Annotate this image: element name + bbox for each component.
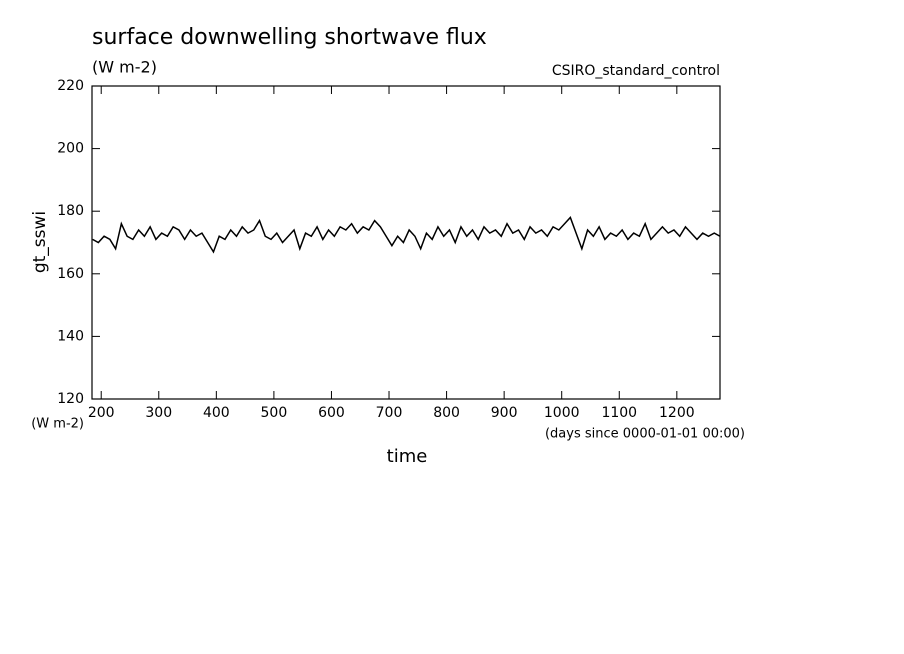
y-tick-label: 160	[57, 266, 84, 282]
x-tick-label: 800	[433, 405, 460, 421]
x-tick-label: 700	[376, 405, 403, 421]
x-tick-label: 1000	[544, 405, 580, 421]
x-tick-label: 600	[318, 405, 345, 421]
data-line	[92, 216, 721, 254]
x-tick-label: 900	[491, 405, 518, 421]
annotation: CSIRO_standard_control	[552, 63, 720, 79]
chart-subtitle: (W m-2)	[92, 58, 157, 77]
x-units: (days since 0000-01-01 00:00)	[545, 427, 745, 442]
x-tick-label: 500	[261, 405, 288, 421]
y-axis-label: gt_sswi	[30, 211, 50, 273]
y-tick-label: 220	[57, 78, 84, 94]
y-tick-label: 200	[57, 141, 84, 157]
x-tick-label: 200	[88, 405, 115, 421]
y-tick-label: 120	[57, 391, 84, 407]
x-axis-label: time	[387, 446, 428, 467]
plot-frame	[91, 85, 721, 400]
x-tick-label: 1100	[601, 405, 637, 421]
x-tick-label: 1200	[659, 405, 695, 421]
x-tick-label: 400	[203, 405, 230, 421]
y-units: (W m-2)	[31, 417, 84, 432]
y-tick-label: 140	[57, 328, 84, 344]
x-tick-label: 300	[145, 405, 172, 421]
chart-title: surface downwelling shortwave flux	[92, 25, 487, 50]
y-tick-label: 180	[57, 203, 84, 219]
